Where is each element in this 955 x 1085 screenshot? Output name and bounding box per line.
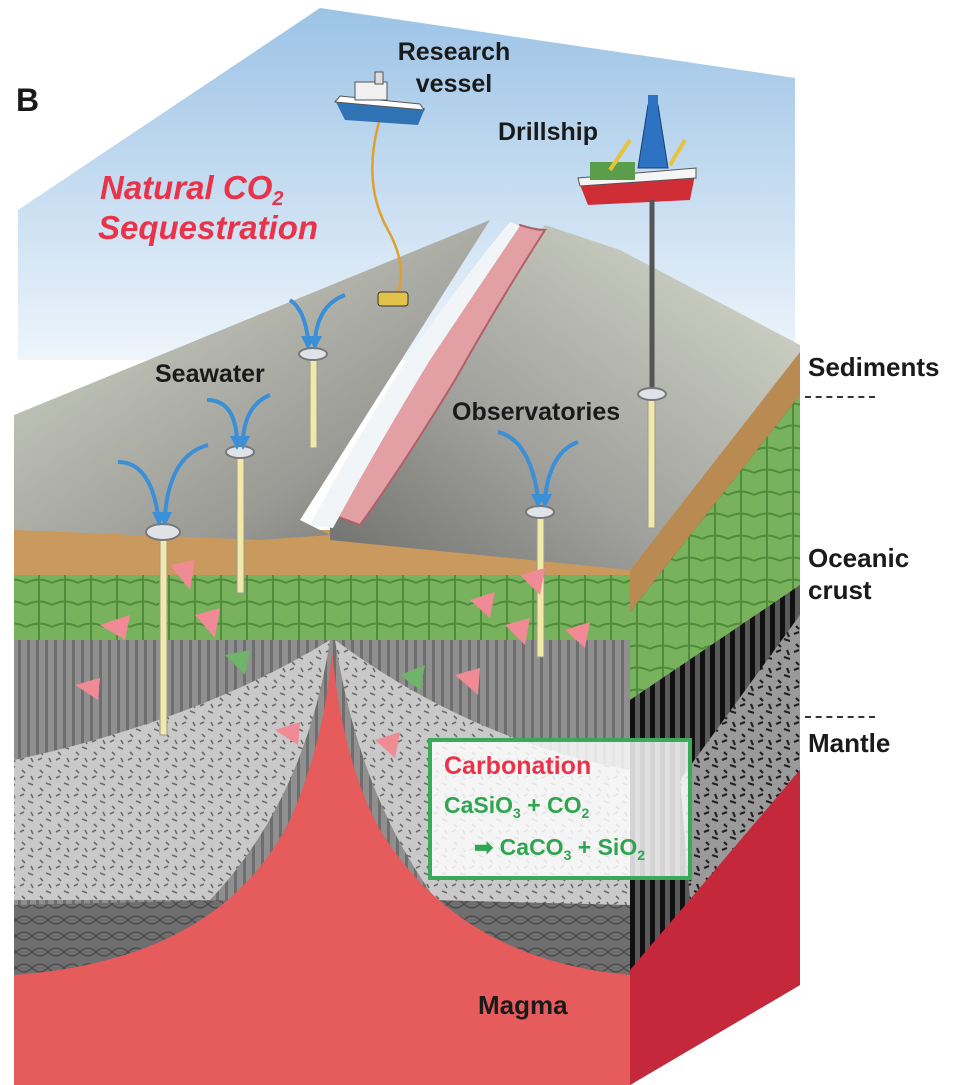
axial-valley <box>310 222 520 528</box>
carbonation-reactants: CaSiO3 + CO2 <box>444 792 590 821</box>
front-mantle-right <box>430 900 630 975</box>
right-face-sediment <box>630 348 800 612</box>
oceanic-crust-label-line-2: crust <box>808 575 872 605</box>
rov-submersible <box>377 291 409 307</box>
reactant-co2: + CO <box>520 792 582 818</box>
magma-label: Magma <box>478 990 568 1020</box>
oceanic-crust-label-line-1: Oceanic <box>808 543 910 573</box>
carbonation-title: Carbonation <box>444 752 592 780</box>
seawater-arrow-heads <box>152 336 552 526</box>
sediments-divider <box>805 396 875 398</box>
reactant-co2-sub: 2 <box>581 805 590 821</box>
seawater-label: Seawater <box>155 360 265 388</box>
drillship-ship <box>577 95 697 205</box>
carbonation-products: ➡ CaCO3 + SiO2 <box>474 834 646 863</box>
research-vessel-label: Research vessel <box>388 36 520 100</box>
reactant-casio3-sub: 3 <box>513 805 521 821</box>
research-vessel-ship <box>334 71 425 125</box>
panel-letter: B <box>16 82 40 118</box>
reaction-arrow-icon: ➡ <box>474 834 494 860</box>
carbonation-box: Carbonation CaSiO3 + CO2 ➡ CaCO3 + SiO2 <box>428 738 692 880</box>
sediments-label: Sediments <box>808 352 940 382</box>
product-sio2: + SiO <box>571 834 638 860</box>
product-sio2-sub: 2 <box>637 847 646 863</box>
title-line-1-subscript: 2 <box>272 188 284 210</box>
title-line-1-text: Natural CO <box>100 169 273 206</box>
drillship-label: Drillship <box>498 118 599 146</box>
mantle-label: Mantle <box>808 728 891 758</box>
research-vessel-tether <box>371 111 403 301</box>
magma-base <box>14 975 630 1085</box>
right-face-magma <box>630 770 800 1085</box>
reactant-casio3: CaSiO <box>444 792 514 818</box>
right-face-pillows <box>630 395 800 700</box>
oceanic-crust-label: Oceanic crust <box>808 542 909 606</box>
seawater-inflow-arrows <box>117 293 579 516</box>
front-mantle-left <box>14 900 240 975</box>
front-gabbro-left <box>14 640 330 900</box>
fluid-flow-arrows <box>75 560 590 758</box>
seafloor-right <box>330 225 800 570</box>
research-vessel-label-line-1: Research <box>397 38 511 66</box>
right-face-gabbro <box>680 615 800 900</box>
product-caco3: CaCO <box>493 834 564 860</box>
figure-title: Natural CO2 Sequestration <box>98 168 319 248</box>
seafloor-left <box>14 220 490 540</box>
research-vessel-label-line-2: vessel <box>415 70 493 98</box>
title-line-2: Sequestration <box>98 209 319 246</box>
mantle-divider <box>805 716 875 718</box>
observatories-label: Observatories <box>452 398 621 426</box>
title-line-1: Natural CO2 <box>100 168 318 210</box>
product-caco3-sub: 3 <box>563 847 572 863</box>
